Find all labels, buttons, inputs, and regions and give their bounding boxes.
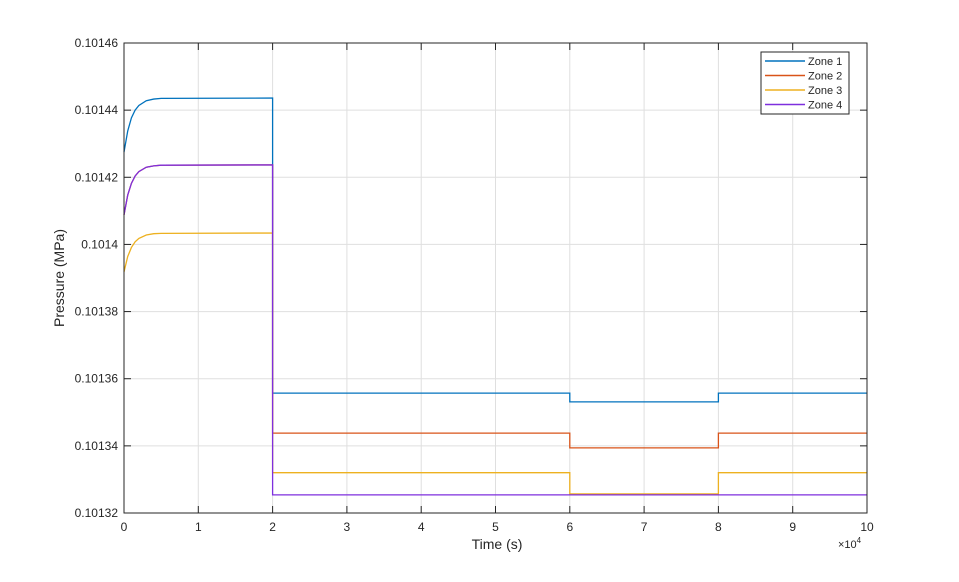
legend-entry-label: Zone 4 — [808, 100, 842, 112]
series-line-zone-4 — [123, 164, 867, 496]
x-tick-label: 6 — [566, 520, 573, 534]
legend-box — [760, 51, 850, 115]
legend-entry-label: Zone 1 — [808, 56, 842, 68]
series-line-zone-3 — [123, 232, 867, 495]
y-tick-label: 0.1014 — [81, 237, 118, 251]
x-tick-label: 4 — [418, 520, 425, 534]
y-tick-label: 0.10144 — [75, 103, 119, 117]
x-tick-label: 1 — [195, 520, 202, 534]
x-exponent-base: ×10 — [838, 539, 857, 551]
legend-entry-label: Zone 3 — [808, 85, 842, 97]
ticks: 0 1 2 3 4 5 6 7 8 9 10 0.10132 0.10134 0.10136 0.10138… — [75, 36, 874, 534]
legend-entry-label: Zone 2 — [808, 71, 842, 83]
y-tick-label: 0.10136 — [75, 372, 119, 386]
x-tick-label: 10 — [860, 520, 874, 534]
legend[interactable]: Zone 1 Zone 2 Zone 3 Zone 4 — [760, 51, 850, 115]
x-tick-label: 5 — [492, 520, 499, 534]
series-line-zone-1 — [123, 97, 867, 403]
x-exponent-label: ×104 — [838, 536, 862, 551]
y-tick-label: 0.10142 — [75, 170, 119, 184]
x-tick-label: 8 — [715, 520, 722, 534]
x-tick-label: 2 — [269, 520, 276, 534]
y-axis-label: Pressure (MPa) — [51, 229, 67, 327]
x-tick-label: 3 — [344, 520, 351, 534]
y-tick-label: 0.10138 — [75, 305, 119, 319]
y-tick-label: 0.10134 — [75, 439, 119, 453]
y-tick-label: 0.10132 — [75, 506, 119, 520]
x-tick-label: 7 — [641, 520, 648, 534]
x-exponent-power: 4 — [857, 536, 862, 545]
y-tick-label: 0.10146 — [75, 36, 119, 50]
x-tick-label: 0 — [121, 520, 128, 534]
series-lines — [123, 97, 867, 496]
x-axis-label: Time (s) — [472, 536, 523, 552]
x-tick-label: 9 — [789, 520, 796, 534]
